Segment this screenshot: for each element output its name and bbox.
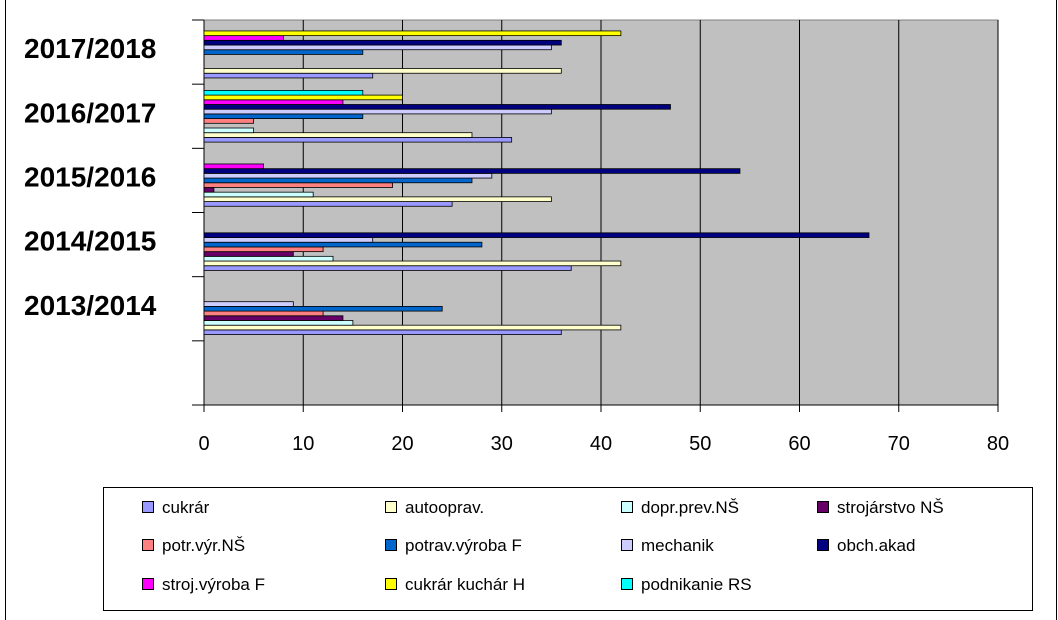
bar (203, 301, 294, 307)
legend-label: stroj.výroba F (162, 575, 265, 594)
bar (203, 39, 562, 46)
legend: cukrár autooprav. dopr.prev.NŠ strojárstvo … (103, 487, 1033, 611)
bar (203, 90, 364, 96)
legend-item: cukrár kuchár H (385, 575, 525, 595)
bar (203, 72, 374, 79)
legend-swatch (385, 538, 397, 551)
bar (203, 168, 741, 174)
bar (203, 136, 513, 143)
x-tick-label: 70 (888, 433, 910, 455)
bar (203, 99, 344, 105)
x-tick-label: 10 (292, 433, 314, 455)
legend-label: autooprav. (405, 498, 485, 517)
bar (203, 237, 374, 243)
bar (203, 201, 453, 207)
bar (203, 132, 473, 138)
bar (203, 191, 314, 198)
legend-swatch (621, 538, 633, 551)
legend-item: strojárstvo NŠ (817, 498, 944, 518)
x-tick-label: 0 (198, 433, 209, 455)
bar (203, 315, 344, 321)
legend-swatch (385, 500, 397, 513)
legend-item: mechanik (621, 536, 714, 556)
bar (203, 251, 294, 257)
bar (203, 246, 324, 253)
legend-item: obch.akad (817, 536, 915, 556)
x-tick-label: 60 (788, 433, 810, 455)
bar (203, 255, 334, 262)
bar (203, 108, 552, 115)
y-category-label: 2013/2014 (24, 290, 157, 321)
bar (203, 68, 562, 74)
bar (203, 265, 572, 271)
bar (203, 232, 870, 238)
x-tick-label: 80 (987, 433, 1009, 455)
bar (203, 187, 215, 193)
chart-frame (5, 0, 1057, 620)
bar (203, 324, 622, 331)
legend-item: stroj.výroba F (142, 575, 265, 595)
legend-label: cukrár kuchár H (405, 575, 525, 594)
bar (203, 172, 493, 179)
bar (203, 305, 443, 312)
bar (203, 320, 354, 326)
legend-swatch (142, 538, 154, 551)
y-category-label: 2014/2015 (24, 226, 156, 257)
legend-label: strojárstvo NŠ (837, 498, 944, 517)
bar (203, 329, 562, 335)
legend-item: autooprav. (385, 498, 484, 518)
bar (203, 113, 364, 120)
y-category-label: 2015/2016 (24, 161, 156, 192)
bar (203, 196, 552, 202)
legend-item: dopr.prev.NŠ (621, 498, 739, 518)
legend-label: potrav.výroba F (405, 536, 522, 555)
legend-label: dopr.prev.NŠ (641, 498, 739, 517)
legend-swatch (817, 538, 829, 551)
y-category-label: 2016/2017 (24, 97, 156, 128)
bar (203, 260, 622, 267)
legend-label: potr.výr.NŠ (162, 536, 246, 555)
legend-swatch (142, 500, 154, 513)
bar (203, 104, 671, 110)
legend-swatch (142, 577, 154, 590)
bar (203, 127, 255, 134)
legend-label: obch.akad (837, 536, 916, 555)
bar (203, 30, 622, 37)
bar (203, 177, 473, 184)
bar (203, 182, 393, 188)
legend-swatch (385, 577, 397, 590)
legend-swatch (621, 500, 633, 513)
legend-label: mechanik (641, 536, 714, 555)
bar (203, 49, 364, 55)
bar (203, 163, 264, 170)
bar (203, 310, 324, 317)
y-category-label: 2017/2018 (24, 33, 156, 64)
bar (203, 118, 255, 124)
legend-label: cukrár (162, 498, 210, 517)
bar (203, 44, 552, 51)
x-tick-label: 50 (689, 433, 711, 455)
legend-swatch (621, 577, 633, 590)
legend-item: potr.výr.NŠ (142, 536, 245, 556)
x-tick-label: 30 (491, 433, 513, 455)
bar (203, 241, 483, 248)
legend-item: potrav.výroba F (385, 536, 522, 556)
legend-item: cukrár (142, 498, 209, 518)
bar (203, 94, 403, 101)
legend-item: podnikanie RS (621, 575, 752, 595)
x-tick-label: 40 (590, 433, 612, 455)
bar (203, 35, 284, 41)
x-tick-label: 20 (391, 433, 413, 455)
legend-label: podnikanie RS (641, 575, 752, 594)
legend-swatch (817, 500, 829, 513)
